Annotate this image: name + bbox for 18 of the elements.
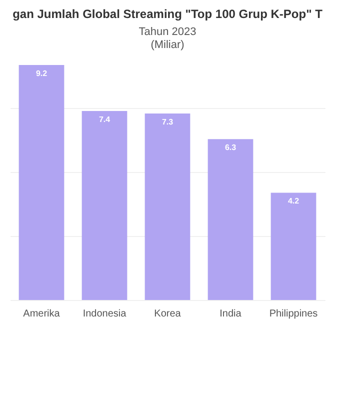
data-label: 6.3 — [224, 143, 237, 152]
text: (Miliar) — [150, 39, 184, 51]
x-tick-label: Philippines — [269, 308, 318, 320]
bar — [82, 110, 128, 300]
bar — [18, 65, 64, 300]
bar — [144, 114, 190, 300]
data-label: 9.2 — [36, 69, 48, 78]
chart-title: gan Jumlah Global Streaming "Top 100 Grup K-Pop" T — [12, 7, 324, 21]
x-tick-label: Indonesia — [82, 308, 127, 320]
x-tick-label: Amerika — [23, 308, 60, 320]
x-tick-label: Korea — [154, 308, 182, 320]
data-label: 7.4 — [98, 114, 111, 124]
chart-subtitle: Tahun 2023 — [138, 26, 196, 38]
data-label: 4.2 — [288, 196, 300, 206]
data-label: 7.3 — [162, 118, 174, 127]
bar — [270, 192, 316, 300]
bar — [208, 139, 254, 300]
x-tick-label: India — [220, 308, 242, 320]
